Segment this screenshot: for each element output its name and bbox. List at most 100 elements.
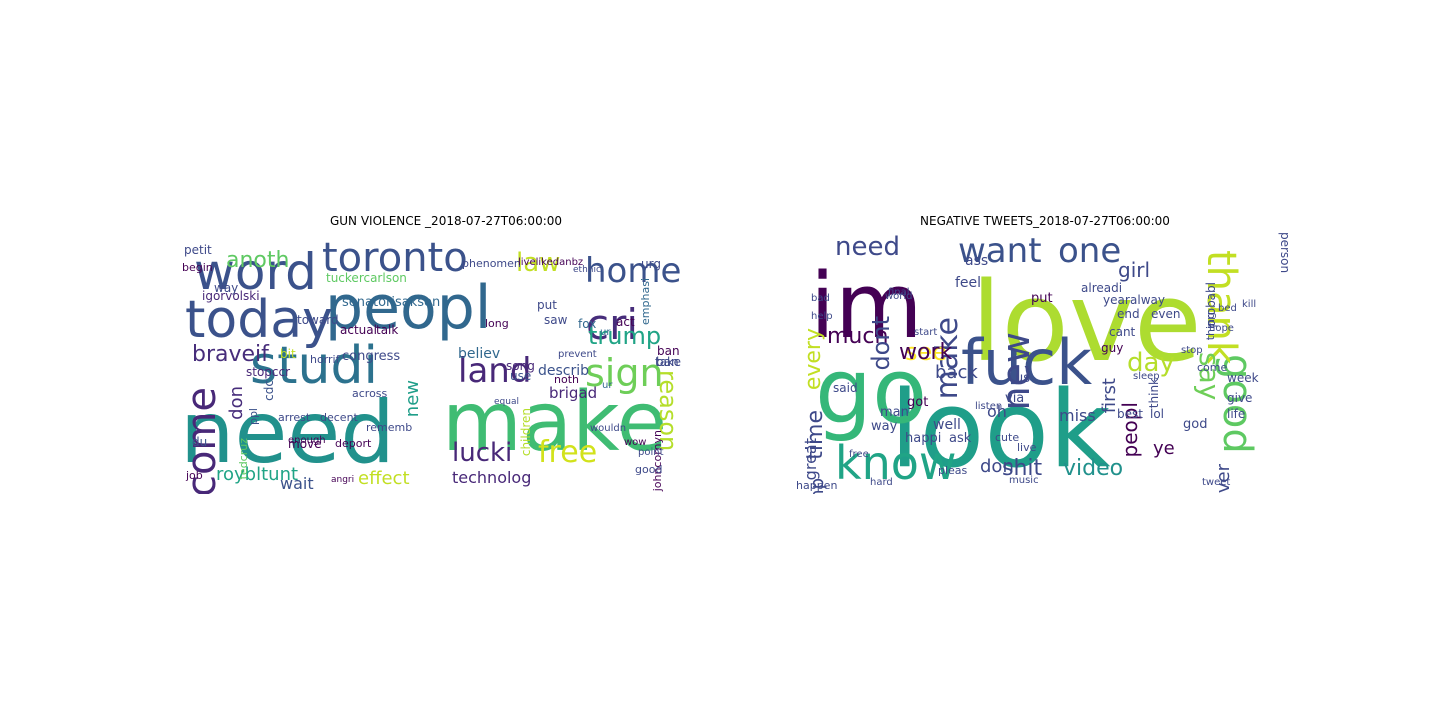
cloud-word: phenomen [462,257,521,270]
cloud-word: via [1005,391,1025,406]
cloud-word: hope [1209,323,1234,334]
cloud-word: put [1031,291,1053,306]
cloud-word: fuck [961,326,1093,399]
cloud-word: life [1227,407,1246,421]
cloud-word: cdc [262,380,276,401]
cloud-word: listen [975,401,1003,412]
cloud-word: land [458,351,532,391]
cloud-word: day [1127,348,1175,378]
cloud-word: horrif [310,353,340,366]
cloud-word: deport [335,437,372,450]
cloud-word: cute [995,431,1020,444]
cloud-word: brigad [549,384,598,402]
cloud-word: bed [1218,303,1237,314]
cloud-word: alway [1130,293,1165,307]
cloud-word: emphasi [639,278,652,325]
cloud-word: love [971,258,1202,386]
cloud-word: ye [1153,438,1175,459]
cloud-word: best [1117,407,1143,421]
cloud-word: dont [867,316,895,371]
cloud-word: end [1117,307,1140,321]
cloud-word: know [835,436,957,490]
cloud-word: look [890,368,1111,491]
cloud-word: ur [602,380,613,391]
cloud-word: describ [538,363,590,379]
cloud-word: roybltunt [216,464,299,485]
cloud-word: arrest [278,411,311,424]
cloud-word: don [226,386,247,420]
cloud-word: come [1197,361,1228,374]
wordcloud: need make peopl today word studi toronto come cr… [180,232,712,494]
cloud-word: begin [182,261,213,274]
cloud-word: ban [657,344,680,358]
cloud-word: stopccr [246,365,291,379]
cloud-word: person [1278,232,1292,274]
cloud-word: sign [585,351,664,395]
cloud-word: trump [588,322,662,350]
cloud-word: start [914,327,938,338]
cloud-word: ban [656,355,679,369]
cloud-word: happi [905,431,942,446]
cloud-word: livelikedanbz [518,257,584,268]
cloud-word: see [905,338,948,366]
cloud-word: oh [987,402,1007,421]
cloud-word: use [510,369,532,383]
cloud-word: think [1147,378,1161,409]
cloud-word: believ [458,346,501,362]
cloud-word: ass [965,253,989,269]
panel-title: GUN VIOLENCE _2018-07-27T06:00:00 [329,214,563,228]
cloud-word: tedcruz [237,438,250,480]
cloud-word: word [194,243,317,301]
cloud-word: need [835,232,900,262]
cloud-word: bad [811,293,830,304]
cloud-word: good [635,463,663,476]
cloud-word: actual [340,323,377,337]
cloud-word: du [192,435,208,449]
cloud-word: home [585,251,682,291]
cloud-word: even [1151,307,1181,321]
cloud-word: point [638,447,664,458]
cloud-word: urg [641,257,661,271]
cloud-word: johncornyn [651,430,664,492]
cloud-word: much [827,324,889,349]
cloud-word: well [933,417,961,433]
cloud-word: guy [1101,341,1124,355]
cloud-word: way [214,281,239,295]
cloud-word: world [885,291,913,302]
cloud-word: every [801,328,826,391]
cloud-word: lol [1150,407,1165,421]
cloud-word: job [186,469,203,482]
cloud-word: wow [624,437,647,448]
cloud-word: congress [342,349,401,364]
cloud-word: one [1058,232,1122,271]
cloud-word: rememb [366,421,413,434]
cloud-word: noth [554,373,579,386]
wordcloud-panel-negative-tweets: NEGATIVE TWEETS_2018-07-27T06:00:00 love… [795,212,1295,494]
cloud-word: new [402,380,423,418]
cloud-word: im [810,254,923,359]
cloud-word: music [1009,475,1039,486]
cloud-word: fox [578,317,597,331]
cloud-word: final [888,287,910,298]
cloud-word: act [616,315,635,329]
cloud-word: law [516,248,561,278]
cloud-word: lucki [452,438,513,468]
cloud-word: braveif [192,342,269,367]
cloud-word: anoth [226,248,290,273]
cloud-word: want [958,232,1042,271]
cloud-word: equal [494,397,519,407]
wordcloud-panel-gun-violence: GUN VIOLENCE _2018-07-27T06:00:00 need ma… [180,212,712,494]
cloud-word: alreadi [1081,281,1123,295]
cloud-word: prevent [558,349,597,360]
cloud-word: enough [288,435,326,446]
cloud-word: cant [1109,325,1136,339]
cloud-word: girl [1118,258,1151,282]
cloud-word: man [880,405,909,420]
cloud-word: take [655,355,681,369]
cloud-word: happen [796,479,838,492]
cloud-word: move [288,437,322,451]
cloud-word: studi [250,336,378,396]
cloud-word: help [811,311,833,322]
cloud-word: back [935,362,978,383]
cloud-word: say [1193,352,1226,401]
